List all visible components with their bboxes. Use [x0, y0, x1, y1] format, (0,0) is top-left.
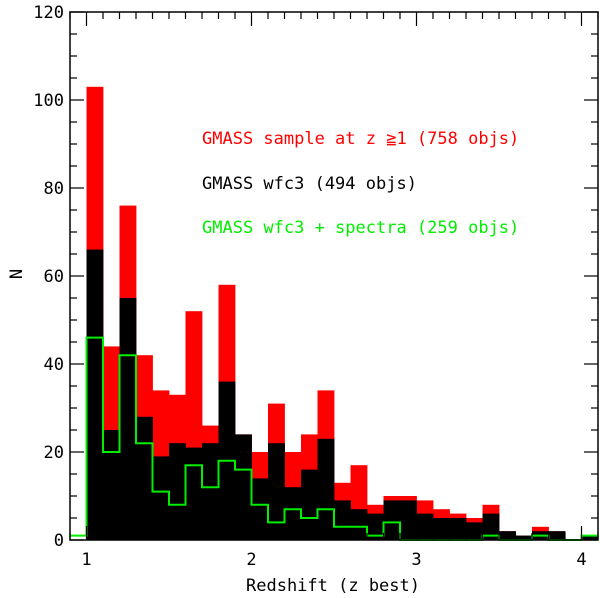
bar-black-29 — [548, 531, 566, 540]
bar-black-17 — [350, 509, 368, 540]
y-tick-label: 40 — [44, 355, 64, 375]
y-tick-label: 120 — [33, 3, 64, 23]
bar-black-22 — [433, 518, 450, 540]
series-black-bars — [86, 249, 599, 540]
bar-black-4 — [136, 416, 153, 540]
bar-black-1 — [86, 249, 104, 540]
bar-black-2 — [103, 430, 120, 540]
x-tick-label: 2 — [246, 550, 256, 570]
bar-black-27 — [515, 535, 533, 540]
bar-black-8 — [202, 443, 219, 540]
bar-black-11 — [251, 478, 269, 540]
x-axis-title: Redshift (z best) — [246, 576, 420, 596]
x-tick-label: 1 — [81, 550, 91, 570]
x-tick-label: 3 — [411, 550, 421, 570]
y-tick-label: 60 — [44, 267, 64, 287]
bar-black-6 — [169, 443, 186, 540]
bar-black-5 — [152, 456, 170, 540]
bar-black-25 — [482, 513, 500, 540]
bar-black-20 — [400, 500, 417, 540]
axis-ticks — [69, 11, 599, 541]
bar-black-12 — [268, 443, 285, 540]
bar-black-10 — [235, 434, 252, 540]
y-axis-title: N — [7, 269, 27, 279]
x-tick-label: 4 — [576, 550, 586, 570]
legend-entry-red: GMASS sample at z ≧1 (758 objs) — [202, 129, 519, 149]
bar-black-15 — [317, 438, 335, 540]
bar-black-24 — [466, 522, 483, 540]
bar-black-19 — [383, 500, 401, 540]
legend-entry-green: GMASS wfc3 + spectra (259 objs) — [202, 218, 519, 238]
y-tick-label: 100 — [33, 91, 64, 111]
bar-black-18 — [367, 513, 384, 540]
bar-black-16 — [334, 500, 351, 540]
y-tick-label: 20 — [44, 443, 64, 463]
legend-entry-black: GMASS wfc3 (494 objs) — [202, 174, 417, 194]
bar-black-26 — [499, 531, 516, 540]
bar-black-31 — [581, 535, 599, 540]
bar-black-7 — [185, 447, 203, 540]
bar-black-21 — [416, 513, 434, 540]
y-tick-label: 0 — [54, 531, 64, 551]
bar-black-13 — [284, 487, 302, 540]
bar-black-14 — [301, 469, 318, 540]
bar-black-23 — [449, 518, 467, 540]
bar-black-3 — [119, 298, 137, 540]
y-tick-label: 80 — [44, 179, 64, 199]
